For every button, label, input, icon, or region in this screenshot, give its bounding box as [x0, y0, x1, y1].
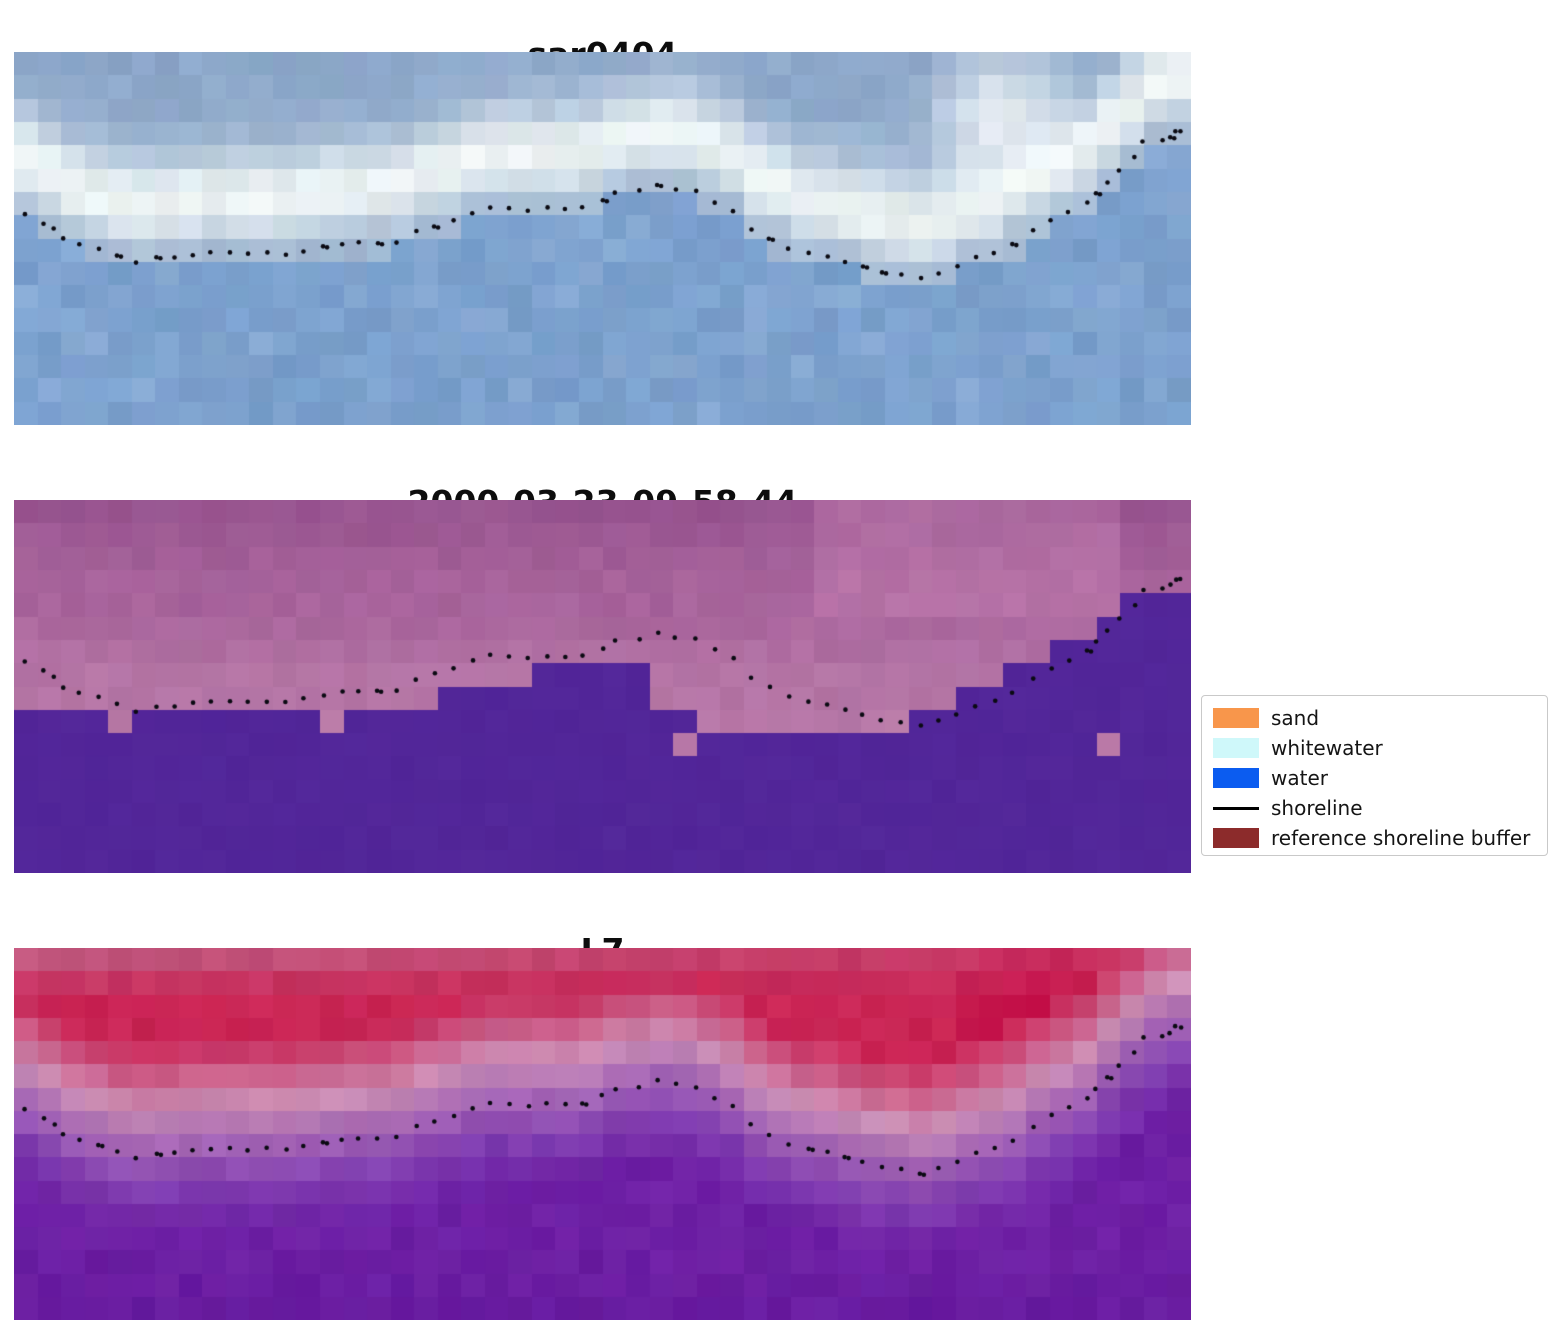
legend-label-whitewater: whitewater — [1271, 736, 1383, 760]
legend-item-whitewater: whitewater — [1213, 733, 1547, 763]
sar-image-panel — [14, 52, 1191, 425]
legend-label-sand: sand — [1271, 706, 1320, 730]
water-swatch-icon — [1213, 768, 1259, 788]
reference-buffer-swatch-icon — [1213, 828, 1259, 848]
classified-image-panel — [14, 500, 1191, 873]
legend-item-water: water — [1213, 763, 1547, 793]
l7-image-panel — [14, 948, 1191, 1320]
sand-swatch-icon — [1213, 708, 1259, 728]
whitewater-swatch-icon — [1213, 738, 1259, 758]
legend-label-water: water — [1271, 766, 1328, 790]
legend-label-shoreline: shoreline — [1271, 796, 1363, 820]
legend-item-sand: sand — [1213, 703, 1547, 733]
legend-label-reference-buffer: reference shoreline buffer — [1271, 826, 1531, 850]
legend-item-reference-buffer: reference shoreline buffer — [1213, 823, 1547, 853]
legend: sand whitewater water shoreline referenc… — [1201, 695, 1548, 856]
legend-item-shoreline: shoreline — [1213, 793, 1547, 823]
shoreline-line-icon — [1213, 806, 1259, 810]
